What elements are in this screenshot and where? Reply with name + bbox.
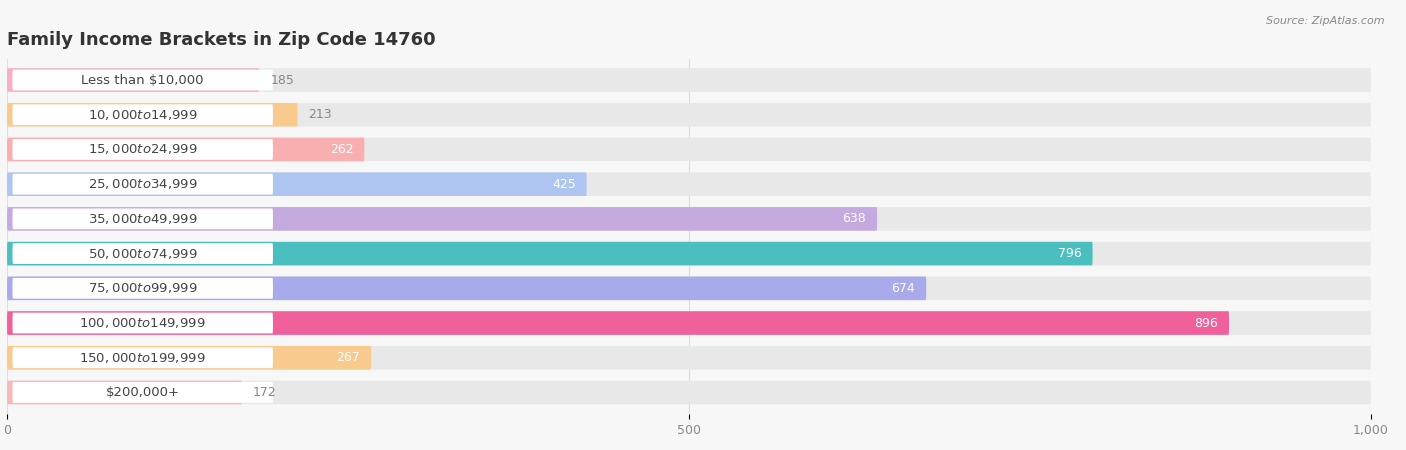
FancyBboxPatch shape [13,174,273,194]
FancyBboxPatch shape [13,104,273,125]
Text: 674: 674 [891,282,915,295]
FancyBboxPatch shape [13,278,273,299]
Text: 185: 185 [270,73,294,86]
FancyBboxPatch shape [13,70,273,90]
Text: 267: 267 [336,351,360,364]
Text: $25,000 to $34,999: $25,000 to $34,999 [89,177,198,191]
FancyBboxPatch shape [7,103,1371,126]
FancyBboxPatch shape [7,172,1371,196]
FancyBboxPatch shape [13,347,273,368]
Text: Family Income Brackets in Zip Code 14760: Family Income Brackets in Zip Code 14760 [7,31,436,49]
FancyBboxPatch shape [13,139,273,160]
FancyBboxPatch shape [7,138,364,161]
FancyBboxPatch shape [7,207,1371,231]
FancyBboxPatch shape [7,242,1371,266]
Text: $100,000 to $149,999: $100,000 to $149,999 [80,316,207,330]
FancyBboxPatch shape [7,207,877,231]
Text: Less than $10,000: Less than $10,000 [82,73,204,86]
FancyBboxPatch shape [7,276,927,300]
Text: $200,000+: $200,000+ [105,386,180,399]
Text: $150,000 to $199,999: $150,000 to $199,999 [80,351,207,365]
FancyBboxPatch shape [7,311,1229,335]
FancyBboxPatch shape [7,346,371,369]
Text: $10,000 to $14,999: $10,000 to $14,999 [89,108,198,122]
Text: $75,000 to $99,999: $75,000 to $99,999 [89,281,198,295]
FancyBboxPatch shape [7,103,298,126]
FancyBboxPatch shape [13,382,273,403]
FancyBboxPatch shape [7,68,1371,92]
FancyBboxPatch shape [7,381,242,404]
FancyBboxPatch shape [13,208,273,230]
Text: 638: 638 [842,212,866,225]
Text: 213: 213 [308,108,332,121]
FancyBboxPatch shape [7,346,1371,369]
FancyBboxPatch shape [7,276,1371,300]
FancyBboxPatch shape [7,311,1371,335]
FancyBboxPatch shape [13,313,273,333]
FancyBboxPatch shape [7,172,586,196]
Text: 796: 796 [1057,247,1081,260]
Text: 172: 172 [253,386,276,399]
Text: $15,000 to $24,999: $15,000 to $24,999 [89,143,198,157]
FancyBboxPatch shape [7,381,1371,404]
FancyBboxPatch shape [7,242,1092,266]
FancyBboxPatch shape [7,68,259,92]
FancyBboxPatch shape [7,138,1371,161]
Text: 262: 262 [330,143,353,156]
FancyBboxPatch shape [13,243,273,264]
Text: Source: ZipAtlas.com: Source: ZipAtlas.com [1267,16,1385,26]
Text: 896: 896 [1194,316,1218,329]
Text: $50,000 to $74,999: $50,000 to $74,999 [89,247,198,261]
Text: 425: 425 [553,178,575,191]
Text: $35,000 to $49,999: $35,000 to $49,999 [89,212,198,226]
